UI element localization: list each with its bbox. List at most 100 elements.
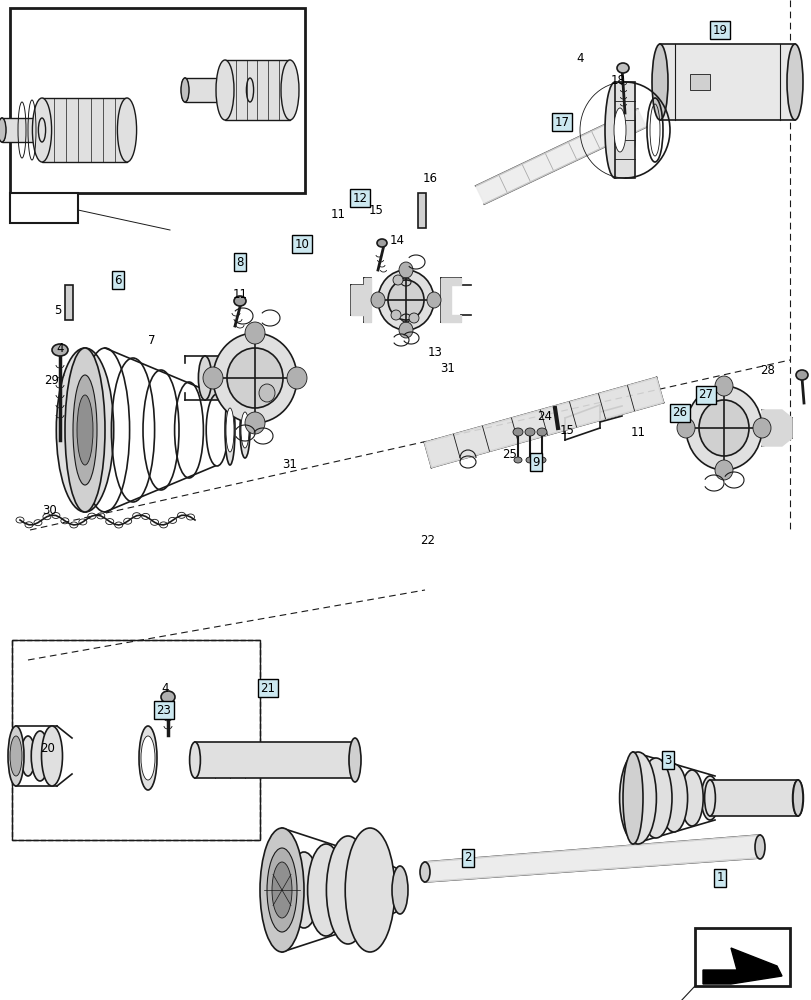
Ellipse shape: [685, 386, 761, 470]
Ellipse shape: [398, 322, 413, 338]
Text: 26: 26: [672, 406, 687, 420]
Ellipse shape: [680, 770, 702, 826]
Ellipse shape: [203, 367, 223, 389]
Ellipse shape: [513, 457, 521, 463]
Text: 29: 29: [45, 373, 59, 386]
Ellipse shape: [393, 275, 402, 285]
Text: 10: 10: [294, 237, 309, 250]
Ellipse shape: [714, 460, 732, 480]
Ellipse shape: [231, 366, 238, 390]
Ellipse shape: [65, 348, 105, 512]
Ellipse shape: [212, 333, 297, 423]
Ellipse shape: [141, 736, 155, 780]
Ellipse shape: [526, 457, 534, 463]
Text: 5: 5: [54, 304, 62, 316]
Ellipse shape: [233, 356, 247, 400]
Polygon shape: [424, 835, 759, 882]
Ellipse shape: [241, 412, 249, 448]
Bar: [659, 44, 794, 120]
Ellipse shape: [651, 44, 667, 120]
Ellipse shape: [64, 370, 106, 490]
Ellipse shape: [639, 758, 672, 838]
Ellipse shape: [0, 118, 6, 142]
Text: 14: 14: [389, 233, 404, 246]
Text: 13: 13: [427, 347, 442, 360]
Ellipse shape: [371, 292, 384, 308]
Ellipse shape: [41, 726, 62, 786]
Ellipse shape: [616, 63, 629, 73]
Text: 11: 11: [330, 209, 345, 222]
Ellipse shape: [240, 402, 250, 458]
Text: 18: 18: [610, 74, 624, 87]
Ellipse shape: [513, 428, 522, 436]
Ellipse shape: [181, 78, 189, 102]
Text: 20: 20: [41, 742, 55, 754]
Bar: [694, 928, 789, 986]
Polygon shape: [350, 278, 371, 322]
Text: 9: 9: [531, 456, 539, 468]
Bar: [185, 78, 250, 102]
Ellipse shape: [286, 367, 307, 389]
Ellipse shape: [378, 270, 433, 330]
Text: 25: 25: [502, 448, 517, 462]
Ellipse shape: [181, 78, 188, 102]
Bar: [689, 74, 709, 90]
Bar: [10, 193, 78, 223]
Ellipse shape: [8, 726, 24, 786]
Ellipse shape: [613, 108, 625, 152]
Ellipse shape: [326, 836, 369, 944]
Ellipse shape: [398, 262, 413, 278]
Ellipse shape: [419, 862, 430, 882]
Ellipse shape: [392, 866, 407, 914]
Bar: [65, 285, 73, 320]
Ellipse shape: [245, 322, 264, 344]
Polygon shape: [424, 377, 663, 468]
Text: 21: 21: [260, 682, 275, 694]
Text: 17: 17: [554, 116, 569, 129]
Ellipse shape: [246, 78, 253, 102]
Text: 30: 30: [42, 504, 58, 516]
Bar: [234, 366, 255, 390]
Ellipse shape: [391, 310, 401, 320]
Ellipse shape: [525, 428, 534, 436]
Text: 31: 31: [440, 361, 455, 374]
Bar: [204, 356, 240, 400]
Bar: [42, 98, 127, 162]
Bar: [225, 60, 290, 120]
Ellipse shape: [216, 60, 234, 120]
Text: 15: 15: [559, 424, 573, 436]
Ellipse shape: [225, 408, 234, 452]
Text: 27: 27: [697, 388, 713, 401]
Bar: [614, 82, 634, 178]
Text: 23: 23: [157, 704, 171, 716]
Ellipse shape: [56, 348, 114, 512]
Ellipse shape: [281, 60, 298, 120]
Ellipse shape: [11, 741, 21, 771]
Polygon shape: [440, 278, 461, 322]
Text: 16: 16: [422, 172, 437, 185]
Ellipse shape: [345, 828, 394, 952]
Ellipse shape: [676, 418, 694, 438]
Bar: [12, 640, 260, 840]
Ellipse shape: [754, 835, 764, 859]
Text: 4: 4: [576, 52, 583, 65]
Ellipse shape: [68, 382, 101, 478]
Ellipse shape: [536, 428, 547, 436]
Ellipse shape: [21, 736, 35, 776]
Polygon shape: [702, 948, 781, 984]
Ellipse shape: [622, 752, 642, 844]
Ellipse shape: [270, 860, 294, 920]
Ellipse shape: [427, 292, 440, 308]
Ellipse shape: [267, 848, 297, 932]
Text: 22: 22: [420, 534, 435, 546]
Text: 24: 24: [537, 410, 551, 422]
Ellipse shape: [189, 742, 200, 778]
Text: 7: 7: [148, 334, 156, 347]
Ellipse shape: [376, 239, 387, 247]
Ellipse shape: [31, 731, 49, 781]
Text: 15: 15: [368, 205, 383, 218]
Ellipse shape: [52, 344, 68, 356]
Ellipse shape: [73, 375, 97, 485]
Text: 11: 11: [629, 426, 645, 440]
Ellipse shape: [72, 394, 97, 466]
